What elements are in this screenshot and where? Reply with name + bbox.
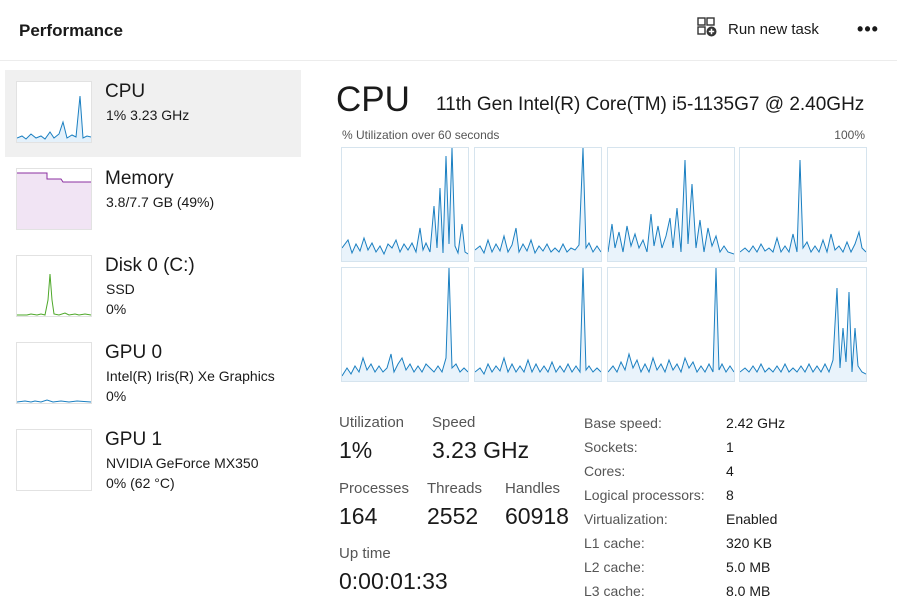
cpu-thumbnail-graph — [16, 81, 92, 143]
sidebar-item-usage: 0% — [106, 301, 127, 317]
core-graph-2 — [607, 147, 735, 262]
sidebar-item-disk[interactable]: Disk 0 (C:) SSD 0% — [5, 244, 301, 331]
handles-label: Handles — [505, 480, 561, 497]
sidebar-item-gpu0[interactable]: GPU 0 Intel(R) Iris(R) Xe Graphics 0% — [5, 331, 301, 418]
cpu-model-name: 11th Gen Intel(R) Core(TM) i5-1135G7 @ 2… — [436, 94, 865, 115]
spec-value-l2-cache: 5.0 MB — [726, 559, 771, 575]
spec-value-logical-processors: 8 — [726, 487, 734, 503]
spec-key-sockets: Sockets: — [584, 439, 638, 455]
run-new-task-label: Run new task — [728, 20, 819, 38]
spec-value-base-speed: 2.42 GHz — [726, 415, 786, 431]
gpu1-thumbnail-graph — [16, 429, 92, 491]
sidebar-item-label: CPU — [105, 81, 146, 102]
processes-label: Processes — [339, 480, 410, 497]
main-title: CPU — [336, 80, 410, 119]
sidebar-item-memory[interactable]: Memory 3.8/7.7 GB (49%) — [5, 157, 301, 244]
page-title: Performance — [19, 21, 123, 40]
logical-processor-graphs — [341, 147, 867, 382]
sidebar-item-usage: 0% — [106, 388, 127, 404]
sidebar-item-detail: NVIDIA GeForce MX350 — [106, 455, 259, 471]
graph-caption: % Utilization over 60 seconds — [342, 128, 500, 142]
sidebar-item-usage: 0% (62 °C) — [106, 475, 175, 491]
spec-value-l3-cache: 8.0 MB — [726, 583, 771, 599]
sidebar-item-label: Disk 0 (C:) — [105, 255, 195, 276]
core-graph-4 — [341, 267, 469, 382]
threads-label: Threads — [427, 480, 483, 497]
core-graph-7 — [739, 267, 867, 382]
uptime-value: 0:00:01:33 — [339, 568, 448, 594]
uptime-label: Up time — [339, 545, 391, 562]
disk-thumbnail-graph — [16, 255, 92, 317]
utilization-value: 1% — [339, 437, 373, 463]
header-divider — [0, 60, 897, 61]
spec-value-l1-cache: 320 KB — [726, 535, 772, 551]
sidebar-item-detail: 3.8/7.7 GB (49%) — [106, 194, 215, 210]
more-icon: ••• — [857, 18, 879, 39]
sidebar-item-label: Memory — [105, 168, 174, 189]
spec-value-virtualization: Enabled — [726, 511, 778, 527]
memory-thumbnail-graph — [16, 168, 92, 230]
utilization-label: Utilization — [339, 414, 405, 431]
more-options-button[interactable]: ••• — [855, 16, 881, 42]
spec-key-l1-cache: L1 cache: — [584, 535, 645, 551]
sidebar-item-cpu[interactable]: CPU 1% 3.23 GHz — [5, 70, 301, 157]
core-graph-6 — [607, 267, 735, 382]
header-bar: Performance Run new task ••• — [0, 0, 897, 60]
sidebar-item-label: GPU 0 — [105, 342, 163, 363]
speed-value: 3.23 GHz — [432, 437, 530, 463]
processes-value: 164 — [339, 503, 378, 529]
sidebar-item-detail: SSD — [106, 281, 135, 297]
sidebar-item-detail: 1% 3.23 GHz — [106, 107, 190, 123]
run-new-task-button[interactable]: Run new task — [696, 16, 819, 42]
speed-label: Speed — [432, 414, 476, 431]
graph-max-label: 100% — [834, 128, 865, 142]
spec-key-l2-cache: L2 cache: — [584, 559, 645, 575]
spec-value-cores: 4 — [726, 463, 734, 479]
spec-key-logical-processors: Logical processors: — [584, 487, 705, 503]
run-task-icon — [696, 16, 718, 43]
sidebar-item-label: GPU 1 — [105, 429, 163, 450]
sidebar-item-detail: Intel(R) Iris(R) Xe Graphics — [106, 368, 275, 384]
spec-key-l3-cache: L3 cache: — [584, 583, 645, 599]
spec-key-cores: Cores: — [584, 463, 626, 479]
sidebar: CPU 1% 3.23 GHz Memory 3.8/7.7 GB (49%) … — [5, 70, 301, 505]
core-graph-0 — [341, 147, 469, 262]
handles-value: 60918 — [505, 503, 569, 529]
core-graph-5 — [474, 267, 602, 382]
spec-value-sockets: 1 — [726, 439, 734, 455]
spec-key-base-speed: Base speed: — [584, 415, 662, 431]
gpu0-thumbnail-graph — [16, 342, 92, 404]
core-graph-1 — [474, 147, 602, 262]
core-graph-3 — [739, 147, 867, 262]
threads-value: 2552 — [427, 503, 479, 529]
spec-key-virtualization: Virtualization: — [584, 511, 668, 527]
sidebar-item-gpu1[interactable]: GPU 1 NVIDIA GeForce MX350 0% (62 °C) — [5, 418, 301, 505]
